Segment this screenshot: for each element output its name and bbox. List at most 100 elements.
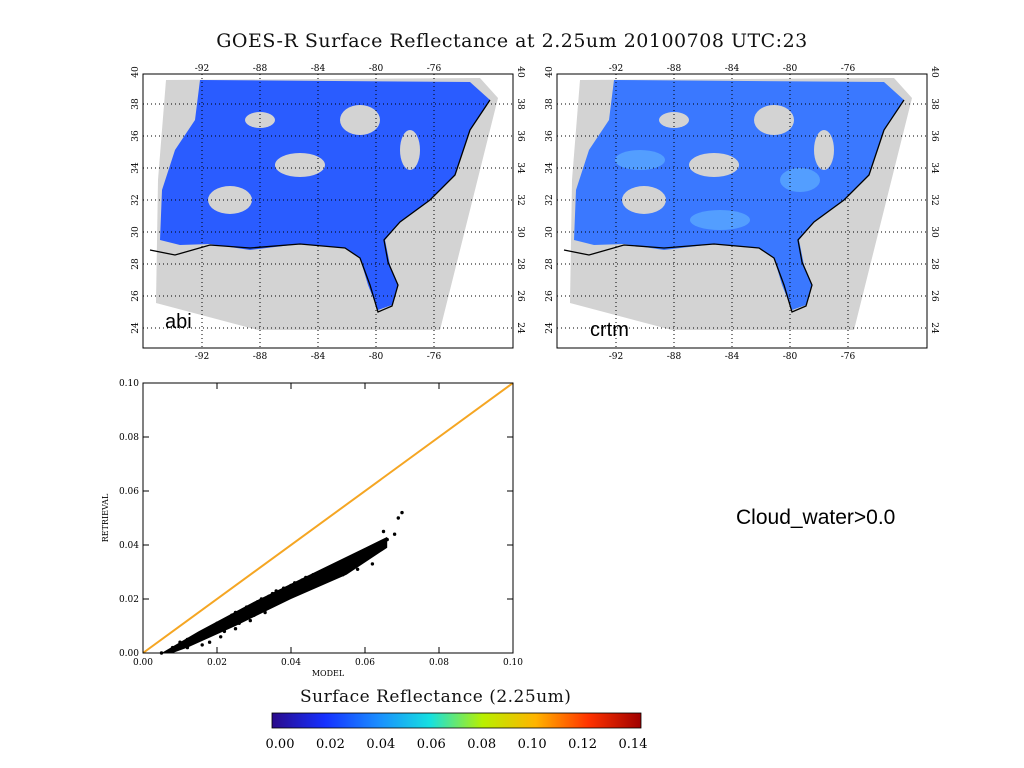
lat-tick-left: 24 [545, 322, 555, 334]
lat-tick-right: 36 [515, 130, 525, 142]
y-tick-label: 0.06 [119, 487, 139, 497]
y-tick-label: 0.10 [119, 379, 139, 389]
lon-tick-top: -76 [841, 64, 856, 74]
lat-tick-right: 38 [515, 98, 525, 110]
lat-tick-right: 38 [929, 98, 939, 110]
scatter-point [215, 621, 219, 625]
y-tick-label: 0.04 [119, 541, 139, 551]
y-tick-label: 0.08 [119, 433, 139, 443]
scatter-point [348, 556, 352, 561]
scatter-point [252, 602, 256, 607]
lat-tick-left: 32 [545, 194, 555, 205]
lat-tick-left: 34 [131, 162, 141, 174]
colorbar-tick-label: 0.00 [266, 737, 295, 752]
scatter-point [341, 559, 345, 563]
scatter-point [296, 589, 301, 593]
scatter-point [326, 578, 330, 582]
scatter-point [263, 610, 267, 615]
scatter-point [341, 573, 345, 577]
scatter-point [233, 610, 238, 615]
lat-tick-right: 30 [929, 226, 939, 238]
map-tick-labels: -92 -92 -88 -88 -84 -84 -80 -80 -76 -76 24 24 26 26 28… [131, 64, 939, 362]
lon-tick-bottom: -84 [311, 352, 326, 362]
scatter-point [196, 632, 201, 636]
scatter-point [300, 578, 304, 582]
lon-tick-top: -80 [369, 64, 384, 74]
colorbar-tick-label: 0.02 [316, 737, 345, 752]
lat-tick-right: 28 [929, 258, 939, 270]
x-tick-label: 0.02 [207, 658, 227, 668]
lat-tick-left: 36 [545, 130, 555, 142]
y-axis-label: RETRIEVAL [101, 493, 110, 542]
x-tick-label: 0.08 [429, 658, 449, 668]
scatter-point [363, 551, 367, 555]
lat-tick-left: 38 [131, 98, 141, 110]
lon-tick-top: -88 [667, 64, 682, 74]
lat-tick-left: 40 [131, 66, 141, 78]
lon-tick-bottom: -88 [253, 352, 268, 362]
figure-title: GOES-R Surface Reflectance at 2.25um 201… [216, 30, 808, 52]
scatter-point [326, 567, 330, 571]
y-tick-label: 0.02 [119, 595, 139, 605]
scatter-point [318, 570, 323, 574]
scatter-point [355, 554, 360, 558]
scatter-point [378, 543, 382, 547]
lon-tick-bottom: -84 [725, 352, 740, 362]
scatter-point [259, 597, 264, 601]
colorbar-tick-label: 0.14 [619, 737, 648, 752]
map-panel-abi: abi [142, 73, 514, 349]
lat-tick-right: 26 [929, 290, 939, 302]
lon-tick-bottom: -76 [841, 352, 856, 362]
lat-tick-right: 24 [515, 322, 525, 334]
colorbar-tick-label: 0.12 [568, 737, 597, 752]
lon-tick-bottom: -80 [783, 352, 798, 362]
lat-tick-right: 32 [929, 194, 939, 205]
scatter-point [281, 586, 286, 590]
lat-tick-right: 32 [515, 194, 525, 205]
colorbar-strip [271, 712, 642, 729]
lat-tick-left: 30 [131, 226, 141, 238]
scatter-point [193, 635, 197, 639]
lon-tick-top: -76 [427, 64, 442, 74]
map-label-crtm: crtm [590, 319, 629, 341]
scatter-point [355, 567, 360, 571]
lon-tick-bottom: -88 [667, 352, 682, 362]
scatter-point [370, 546, 375, 550]
scatter-point [185, 637, 190, 642]
lon-tick-top: -88 [253, 64, 268, 74]
lon-tick-top: -80 [783, 64, 798, 74]
lon-tick-bottom: -92 [195, 352, 210, 362]
lat-tick-left: 30 [545, 226, 555, 238]
scatter-point [222, 629, 227, 634]
scatter-point [178, 640, 182, 644]
scatter-point [311, 573, 315, 577]
coastline [149, 99, 491, 313]
scatter-point [267, 605, 271, 609]
scatter-point [226, 616, 230, 620]
scatter-point [293, 581, 297, 585]
map-label-abi: abi [165, 311, 192, 333]
colorbar-tick-label: 0.08 [467, 737, 496, 752]
scatter-point [281, 597, 286, 601]
lon-tick-top: -84 [725, 64, 740, 74]
map-panel-crtm: crtm [556, 73, 928, 349]
scatter-plot: 0.00 0.02 0.04 0.06 0.08 0.10 0.00 0.02 0.04 0.06… [101, 379, 523, 678]
scatter-point [230, 613, 234, 617]
scatter-point [207, 640, 212, 644]
scatter-point [267, 594, 271, 598]
lat-tick-left: 32 [131, 194, 141, 205]
lat-tick-right: 40 [515, 66, 525, 78]
scatter-point [233, 627, 238, 631]
scatter-point [204, 629, 208, 634]
lat-tick-left: 36 [131, 130, 141, 142]
scatter-point [237, 621, 241, 625]
lon-tick-bottom: -92 [609, 352, 624, 362]
lat-tick-right: 34 [515, 162, 525, 174]
lon-tick-bottom: -80 [369, 352, 384, 362]
condition-text: Cloud_water>0.0 [736, 506, 896, 529]
colorbar-tick-label: 0.10 [518, 737, 547, 752]
lat-tick-right: 34 [929, 162, 939, 174]
colorbar: 0.00 0.02 0.04 0.06 0.08 0.10 0.12 0.14 [266, 712, 648, 752]
y-tick-label: 0.00 [119, 649, 139, 659]
lat-tick-left: 40 [545, 66, 555, 78]
